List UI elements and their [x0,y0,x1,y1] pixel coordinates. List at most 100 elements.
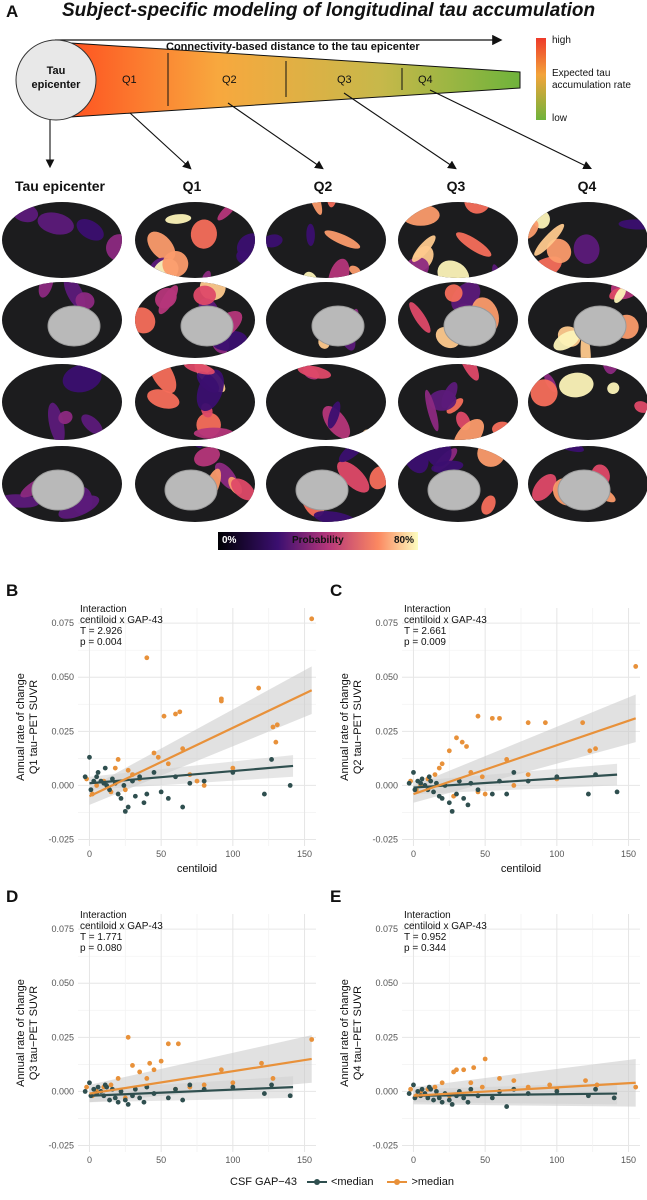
legend-mid-line1: Expected tau [552,68,611,79]
stats-annotation-1: centiloid x GAP-43 [404,921,487,932]
point-high [273,739,279,745]
confidence-band [413,763,618,795]
point-high [158,1058,164,1064]
brain-surface-c2-r3 [266,446,386,522]
y-axis-label-line1: Annual rate of change [15,673,27,781]
legend-low-label: low [552,113,568,124]
point-high [173,711,178,717]
fit-line-low [413,773,618,789]
point-low [426,774,432,780]
point-high [439,761,445,767]
x-tick-label: 150 [621,1155,636,1165]
fit-line-high [413,717,637,796]
point-low [593,1086,598,1092]
point-low [102,1082,108,1088]
fit-line-high [413,1081,636,1097]
point-high [130,1063,135,1068]
y-tick-label: 0.000 [51,780,74,790]
point-high [270,724,276,730]
point-high [583,1078,588,1083]
point-high [230,1080,236,1086]
point-low [180,1097,186,1103]
x-tick-label: 150 [297,1155,312,1165]
y-tick-label: 0.050 [51,978,74,988]
y-tick-label: 0.025 [51,726,74,736]
brain-surface-c1-r2 [135,364,255,440]
point-low [504,1104,510,1109]
point-high [309,616,315,622]
fit-line-high [89,1057,312,1095]
scatter-panel-c: C -0.025 0.000 0.025 0.050 0.075 0 50 100 150 cent… [330,581,640,875]
point-low [141,800,147,806]
rate-legend-bar [536,38,546,120]
point-low [434,1089,439,1094]
point-low [425,1095,431,1101]
y-axis-label-line1: Annual rate of change [339,673,351,781]
point-low [406,1091,412,1096]
scatter-panel-d: D -0.025 0.000 0.025 0.050 0.075 0 50 100 150 cent… [6,887,316,1170]
point-high [230,765,236,771]
point-high [177,709,183,715]
point-high [137,1069,143,1075]
point-low [468,1086,474,1092]
point-low [428,778,434,784]
point-high [525,772,531,777]
point-low [411,770,416,775]
x-tick-label: 50 [156,1155,166,1165]
x-tick-label: 0 [87,849,92,859]
point-high [459,739,465,745]
point-low [454,791,459,797]
col-label-q3: Q3 [446,178,466,194]
point-high [201,1082,207,1088]
x-tick-label: 50 [480,1155,490,1165]
point-high [593,746,598,752]
point-low [419,1086,425,1092]
brain-surface-c4-r0 [528,202,647,278]
brain-surface-c0-r3 [2,446,122,522]
point-low [419,776,425,782]
legend-low-swatch [306,1177,327,1187]
point-high [270,1076,276,1081]
y-tick-label: 0.050 [375,978,398,988]
point-high [479,1084,485,1090]
group-legend: CSF GAP−43 <median >median [230,1176,454,1188]
point-low [115,791,121,797]
brain-surface-grid [2,202,647,522]
point-high [482,1056,488,1062]
y-tick-label: 0.075 [375,618,398,628]
point-low [434,780,439,786]
point-high [542,720,548,726]
point-low [287,1093,293,1099]
prob-max-label: 80% [394,535,415,546]
y-tick-label: -0.025 [372,1141,398,1151]
y-tick-label: 0.000 [51,1086,74,1096]
point-low [614,789,620,795]
point-high [115,757,121,762]
x-tick-label: 150 [621,849,636,859]
point-low [489,1095,495,1101]
point-low [122,808,128,814]
point-low [554,1089,560,1094]
brain-surface-c1-r1 [135,282,255,358]
cone-q3-label: Q3 [337,74,352,86]
point-high [218,1067,224,1073]
point-low [137,1095,143,1101]
point-high [84,1084,90,1090]
point-high [504,757,510,762]
point-low [165,796,171,801]
stats-annotation-0: Interaction [80,910,127,921]
point-high [180,746,186,752]
point-high [633,1084,639,1090]
stats-annotation-2: T = 1.771 [80,932,123,943]
brain-surface-c3-r1 [398,282,518,358]
point-high [161,713,167,719]
x-tick-label: 50 [480,849,490,859]
legend-mid-line2: accumulation rate [552,80,631,91]
y-tick-label: 0.075 [51,924,74,934]
point-low [475,787,481,793]
stats-annotation-0: Interaction [80,604,127,615]
x-axis-label: centiloid [177,1169,217,1170]
epicenter-label: Tau epicenter [18,64,94,92]
point-high [454,735,459,741]
y-axis-label-line2: Q2 tau−PET SUVR [352,680,364,774]
